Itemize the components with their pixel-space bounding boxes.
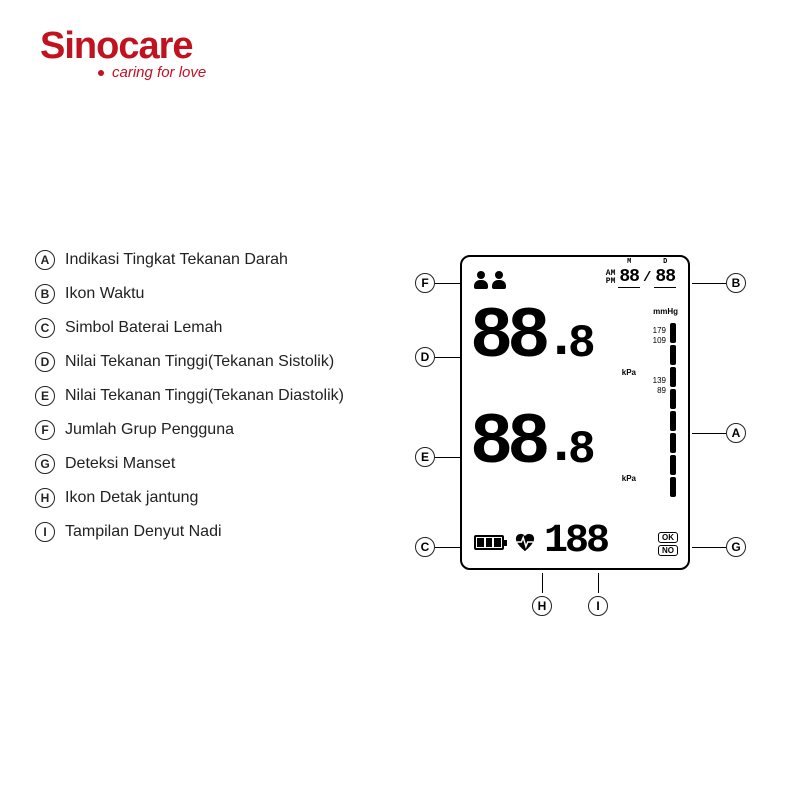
day-value: D 88 [654, 267, 676, 288]
callout-line [598, 573, 599, 593]
legend-letter: E [35, 386, 55, 406]
callout-letter: D [415, 347, 435, 367]
heartbeat-icon [514, 532, 536, 552]
legend-item: E Nilai Tekanan Tinggi(Tekanan Diastolik… [35, 386, 415, 406]
systolic-block: 88.8 kPa [474, 307, 676, 407]
brand-logo: Sinocare caring for love [40, 25, 206, 81]
legend-text: Deteksi Manset [65, 455, 175, 473]
panel-bottom-row: 188 [474, 526, 676, 558]
legend-letter: B [35, 284, 55, 304]
legend-item: F Jumlah Grup Pengguna [35, 420, 415, 440]
callout-letter: H [532, 596, 552, 616]
legend-letter: D [35, 352, 55, 372]
time-date-box: AM PM M 88 / D 88 [606, 267, 676, 288]
legend-letter: G [35, 454, 55, 474]
user1-icon: 1 [474, 271, 488, 289]
legend-item: G Deteksi Manset [35, 454, 415, 474]
callout-letter: C [415, 537, 435, 557]
legend-list: A Indikasi Tingkat Tekanan Darah B Ikon … [35, 250, 415, 556]
legend-letter: C [35, 318, 55, 338]
brand-tagline: caring for love [98, 64, 206, 81]
month-label: M [627, 258, 631, 266]
legend-text: Ikon Detak jantung [65, 489, 198, 507]
legend-item: I Tampilan Denyut Nadi [35, 522, 415, 542]
legend-text: Nilai Tekanan Tinggi(Tekanan Diastolik) [65, 387, 344, 405]
brand-name: Sinocare [40, 25, 206, 68]
legend-item: B Ikon Waktu [35, 284, 415, 304]
lcd-panel: 1 2 AM PM M 88 / D 88 [460, 255, 690, 570]
legend-letter: F [35, 420, 55, 440]
day-label: D [663, 258, 667, 266]
callout-i: I [588, 573, 608, 616]
callout-letter: I [588, 596, 608, 616]
legend-text: Indikasi Tingkat Tekanan Darah [65, 251, 288, 269]
user2-icon: 2 [492, 271, 506, 289]
callout-line [692, 433, 726, 434]
legend-item: D Nilai Tekanan Tinggi(Tekanan Sistolik) [35, 352, 415, 372]
callout-line [692, 283, 726, 284]
pulse-value: 188 [544, 526, 607, 558]
callout-line [692, 547, 726, 548]
callout-b: B [692, 273, 746, 293]
user1-num: 1 [474, 281, 488, 290]
legend-text: Tampilan Denyut Nadi [65, 523, 222, 541]
callout-letter: E [415, 447, 435, 467]
cuff-okno: OK NO [658, 532, 678, 556]
legend-item: C Simbol Baterai Lemah [35, 318, 415, 338]
legend-letter: H [35, 488, 55, 508]
cuff-no: NO [658, 545, 678, 556]
battery-icon [474, 535, 504, 550]
legend-letter: A [35, 250, 55, 270]
date-separator: / [643, 270, 651, 286]
callout-g: G [692, 537, 746, 557]
callout-letter: F [415, 273, 435, 293]
callout-letter: B [726, 273, 746, 293]
callout-h: H [532, 573, 552, 616]
brand-tagline-text: caring for love [112, 64, 206, 81]
systolic-value: 88.8 [470, 307, 676, 374]
legend-item: A Indikasi Tingkat Tekanan Darah [35, 250, 415, 270]
callout-line [542, 573, 543, 593]
cuff-ok: OK [658, 532, 678, 543]
user2-num: 2 [492, 281, 506, 290]
legend-item: H Ikon Detak jantung [35, 488, 415, 508]
ampm-labels: AM PM [606, 270, 616, 286]
legend-text: Ikon Waktu [65, 285, 144, 303]
legend-text: Nilai Tekanan Tinggi(Tekanan Sistolik) [65, 353, 334, 371]
dot-icon [98, 70, 104, 76]
legend-text: Jumlah Grup Pengguna [65, 421, 234, 439]
legend-letter: I [35, 522, 55, 542]
diastolic-value: 88.8 [470, 413, 676, 480]
callout-letter: G [726, 537, 746, 557]
diastolic-block: 88.8 kPa [474, 413, 676, 513]
callout-letter: A [726, 423, 746, 443]
device-display-wrap: F D E C B A G H I 1 [460, 255, 690, 570]
legend-text: Simbol Baterai Lemah [65, 319, 222, 337]
month-value: M 88 [618, 267, 640, 288]
callout-a: A [692, 423, 746, 443]
user-group-icons: 1 2 [474, 271, 506, 289]
